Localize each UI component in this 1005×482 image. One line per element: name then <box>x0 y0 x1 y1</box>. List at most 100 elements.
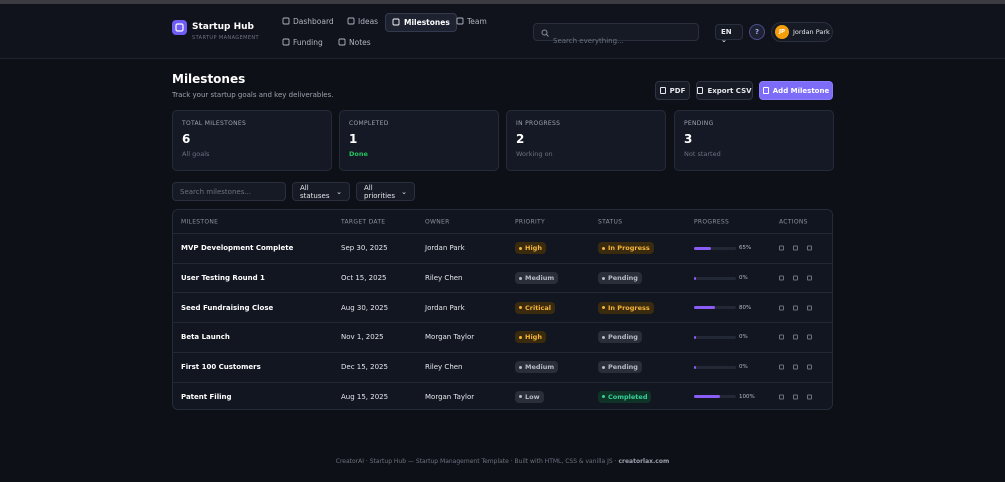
delete-button[interactable] <box>807 394 812 400</box>
progress-cell: 100% <box>694 393 755 401</box>
nav-item[interactable]: Dashboard <box>276 13 340 30</box>
delete-button[interactable] <box>807 275 812 281</box>
priority-filter[interactable]: All priorities ⌄ <box>356 182 415 201</box>
progress-label: 0% <box>739 275 748 282</box>
owner: Jordan Park <box>425 303 465 312</box>
priority-badge: Critical <box>515 301 556 314</box>
target-date: Aug 30, 2025 <box>341 303 389 312</box>
milestone-name: User Testing Round 1 <box>181 274 265 283</box>
action-button[interactable]: PDF <box>655 81 690 100</box>
column-header: PROGRESS <box>694 218 730 225</box>
delete-button[interactable] <box>807 334 812 340</box>
progress-bar <box>694 306 715 310</box>
owner: Riley Chen <box>425 274 463 283</box>
row-actions <box>779 394 812 400</box>
nav-item[interactable]: Milestones <box>385 13 457 32</box>
owner: Riley Chen <box>425 363 463 372</box>
delete-button[interactable] <box>807 245 812 251</box>
footer-link[interactable]: creatorlax.com <box>618 458 670 465</box>
user-name: Jordan Park <box>793 28 830 36</box>
avatar: JP <box>775 25 789 39</box>
view-button[interactable] <box>793 364 798 370</box>
table-row: Seed Fundraising Close Aug 30, 2025 Jordan… <box>173 292 832 322</box>
target-date: Sep 30, 2025 <box>341 244 388 253</box>
nav-item[interactable]: Notes <box>332 34 377 51</box>
progress-cell: 0% <box>694 274 748 282</box>
view-button[interactable] <box>793 245 798 251</box>
stat-note: Not started <box>684 150 721 158</box>
stat-card: PENDING 3 Not started <box>674 110 834 171</box>
edit-button[interactable] <box>779 334 784 340</box>
view-button[interactable] <box>793 275 798 281</box>
table-row: First 100 Customers Dec 15, 2025 Riley Che… <box>173 351 832 382</box>
stat-label: TOTAL MILESTONES <box>182 120 247 127</box>
brand-tagline: STARTUP MANAGEMENT <box>192 35 259 41</box>
search-placeholder: Search everything... <box>553 37 624 45</box>
nav-item[interactable]: Ideas <box>341 13 384 30</box>
status-cell: Completed <box>598 390 652 403</box>
table-row: Patent Filing Aug 15, 2025 Morgan Taylor Lo… <box>173 381 832 410</box>
page-subtitle: Track your startup goals and key deliver… <box>172 91 334 99</box>
priority-cell: Critical <box>515 301 556 314</box>
status-cell: In Progress <box>598 301 654 314</box>
column-header: OWNER <box>425 218 450 225</box>
progress-label: 80% <box>739 304 752 311</box>
view-button[interactable] <box>793 334 798 340</box>
delete-button[interactable] <box>807 305 812 311</box>
view-button[interactable] <box>793 394 798 400</box>
nav-item[interactable]: Team <box>450 13 493 30</box>
status-badge: Pending <box>598 272 642 285</box>
delete-button[interactable] <box>807 364 812 370</box>
priority-cell: Medium <box>515 272 559 285</box>
top-strip <box>0 0 1005 4</box>
progress-track <box>694 276 736 280</box>
stat-value: 3 <box>684 132 693 146</box>
edit-button[interactable] <box>779 275 784 281</box>
status-cell: Pending <box>598 361 642 374</box>
progress-track <box>694 365 736 369</box>
footer-text: CreatorAI · Startup Hub — Startup Manage… <box>335 458 617 465</box>
stat-value: 2 <box>516 132 525 146</box>
milestone-name: Patent Filing <box>181 392 232 401</box>
progress-track <box>694 306 736 310</box>
milestone-name: Seed Fundraising Close <box>181 303 274 312</box>
column-header: TARGET DATE <box>341 218 386 225</box>
status-cell: Pending <box>598 272 642 285</box>
view-button[interactable] <box>793 305 798 311</box>
target-date: Nov 1, 2025 <box>341 333 384 342</box>
progress-label: 0% <box>739 364 748 371</box>
stat-label: PENDING <box>684 120 714 127</box>
action-button[interactable]: Export CSV <box>696 81 753 100</box>
progress-cell: 0% <box>694 363 748 371</box>
global-search[interactable]: Search everything... <box>533 23 699 45</box>
language-select[interactable]: EN ⌄ <box>715 24 743 44</box>
progress-bar <box>694 365 696 369</box>
priority-cell: Low <box>515 390 544 403</box>
owner: Morgan Taylor <box>425 333 475 342</box>
button-label: Add Milestone <box>772 86 830 95</box>
button-icon <box>659 87 666 94</box>
priority-cell: Medium <box>515 361 559 374</box>
edit-button[interactable] <box>779 394 784 400</box>
status-badge: Pending <box>598 361 642 374</box>
stat-card: IN PROGRESS 2 Working on <box>506 110 666 171</box>
milestone-search[interactable]: Search milestones... <box>172 182 286 201</box>
user-pill[interactable]: JP Jordan Park <box>771 22 833 42</box>
priority-cell: High <box>515 331 546 344</box>
stat-note: Done <box>349 150 368 158</box>
edit-button[interactable] <box>779 364 784 370</box>
edit-button[interactable] <box>779 305 784 311</box>
status-badge: In Progress <box>598 301 654 314</box>
progress-cell: 0% <box>694 333 748 341</box>
filter-placeholder: Search milestones... <box>180 187 252 196</box>
stat-card: TOTAL MILESTONES 6 All goals <box>172 110 332 171</box>
status-badge: In Progress <box>598 242 654 255</box>
priority-cell: High <box>515 242 546 255</box>
nav-item[interactable]: Funding <box>276 34 329 51</box>
progress-label: 100% <box>739 393 755 400</box>
column-header: ACTIONS <box>779 218 808 225</box>
help-button[interactable]: ? <box>749 24 765 40</box>
status-filter[interactable]: All statuses ⌄ <box>292 182 350 201</box>
action-button[interactable]: Add Milestone <box>759 81 833 100</box>
edit-button[interactable] <box>779 245 784 251</box>
